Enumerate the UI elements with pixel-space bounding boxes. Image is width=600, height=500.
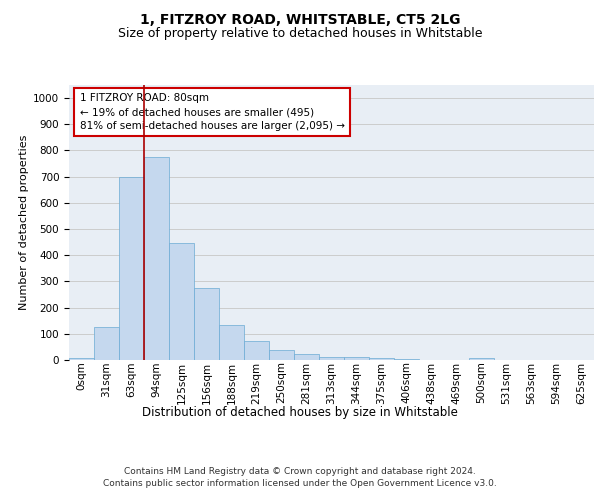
Text: Distribution of detached houses by size in Whitstable: Distribution of detached houses by size …: [142, 406, 458, 419]
Bar: [294, 354, 319, 360]
Bar: [69, 358, 94, 360]
Y-axis label: Number of detached properties: Number of detached properties: [19, 135, 29, 310]
Text: Size of property relative to detached houses in Whitstable: Size of property relative to detached ho…: [118, 28, 482, 40]
Bar: [394, 358, 419, 360]
Text: Contains HM Land Registry data © Crown copyright and database right 2024.
Contai: Contains HM Land Registry data © Crown c…: [103, 466, 497, 487]
Bar: [369, 358, 394, 360]
Bar: [169, 244, 194, 360]
Bar: [269, 350, 294, 360]
Bar: [194, 288, 219, 360]
Bar: [244, 341, 269, 360]
Text: 1 FITZROY ROAD: 80sqm
← 19% of detached houses are smaller (495)
81% of semi-det: 1 FITZROY ROAD: 80sqm ← 19% of detached …: [79, 93, 344, 131]
Text: 1, FITZROY ROAD, WHITSTABLE, CT5 2LG: 1, FITZROY ROAD, WHITSTABLE, CT5 2LG: [140, 12, 460, 26]
Bar: [119, 176, 144, 360]
Bar: [94, 326, 119, 360]
Bar: [219, 325, 244, 360]
Bar: [344, 357, 369, 360]
Bar: [319, 356, 344, 360]
Bar: [469, 358, 494, 360]
Bar: [144, 157, 169, 360]
